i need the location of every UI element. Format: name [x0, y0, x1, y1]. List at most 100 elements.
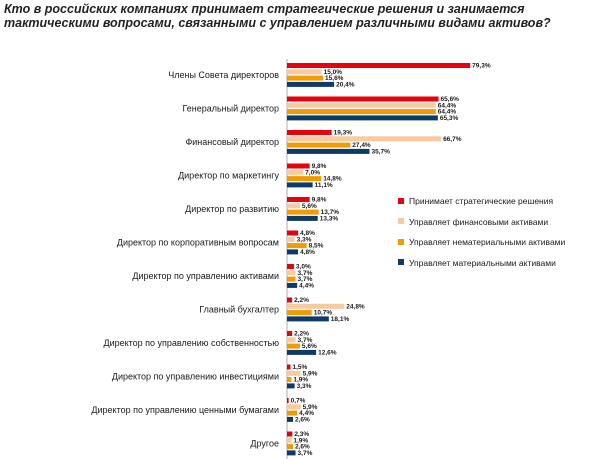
bar: [287, 398, 289, 403]
data-label: 4,4%: [299, 410, 314, 417]
data-label: 3,7%: [298, 270, 313, 277]
bar: [287, 370, 301, 376]
bar: [287, 416, 294, 422]
category-label: Директор по маркетингу: [178, 170, 279, 180]
data-label: 2,2%: [294, 331, 309, 338]
data-label: 3,7%: [298, 337, 313, 344]
data-label: 65,6%: [441, 96, 460, 103]
bar: [287, 209, 319, 215]
category-label: Генеральный директор: [182, 103, 279, 113]
data-label: 64,4%: [438, 109, 457, 116]
data-label: 3,3%: [297, 383, 312, 390]
bar: [287, 115, 438, 121]
bar: [287, 236, 295, 242]
bar: [287, 215, 318, 221]
data-label: 2,2%: [294, 297, 309, 304]
bar: [287, 243, 307, 249]
data-label: 11,1%: [315, 182, 333, 189]
data-label: 65,3%: [440, 115, 459, 122]
legend-swatch: [398, 259, 404, 266]
bar: [287, 109, 436, 115]
data-label: 9,8%: [312, 197, 327, 204]
data-label: 4,8%: [300, 249, 315, 256]
data-label: 18,1%: [331, 316, 350, 323]
legend-swatch: [398, 218, 404, 225]
bar: [287, 410, 298, 416]
bar: [287, 282, 298, 288]
data-label: 0,7%: [291, 398, 306, 405]
data-label: 15,0%: [324, 69, 343, 76]
data-label: 8,5%: [309, 243, 324, 250]
data-label: 3,0%: [296, 264, 311, 271]
category-label: Другое: [250, 438, 279, 448]
data-label: 35,7%: [371, 148, 390, 155]
data-label: 5,6%: [302, 203, 317, 210]
bar: [287, 343, 300, 349]
data-label: 4,4%: [299, 282, 314, 289]
bar: [287, 142, 351, 148]
data-label: 12,6%: [318, 349, 337, 356]
bar: [287, 331, 293, 336]
data-label: 4,8%: [300, 230, 315, 237]
legend-label: Управляет нематериальными активами: [409, 237, 566, 247]
data-label: 2,3%: [294, 431, 309, 438]
bar: [287, 316, 329, 322]
bar: [287, 197, 310, 202]
bar: [287, 96, 439, 102]
data-label: 5,9%: [303, 370, 318, 377]
legend-swatch: [398, 238, 404, 245]
category-label: Директор по управлению инвестициями: [112, 371, 279, 381]
category-label: Директор по управлению активами: [132, 271, 279, 281]
data-label: 3,7%: [298, 276, 313, 283]
bar: [287, 249, 299, 255]
bar: [287, 81, 335, 87]
legend-label: Принимает стратегические решения: [409, 196, 554, 206]
category-label: Директор по корпоративным вопросам: [117, 237, 279, 247]
bar: [287, 148, 370, 154]
data-label: 5,6%: [302, 343, 317, 350]
data-label: 1,9%: [293, 377, 308, 384]
bar: [287, 364, 291, 370]
bar: [287, 349, 317, 355]
bar: [287, 130, 332, 135]
legend-swatch: [398, 197, 404, 204]
bar: [287, 69, 322, 75]
bar: [287, 431, 293, 437]
data-label: 64,4%: [438, 102, 457, 109]
bar: [287, 102, 436, 108]
bar: [287, 136, 442, 142]
category-label: Члены Совета директоров: [168, 70, 279, 80]
bar: [287, 176, 322, 182]
bar: [287, 264, 294, 269]
legend-label: Управляет материальными активами: [409, 257, 556, 268]
bar: [287, 450, 296, 456]
data-label: 3,3%: [297, 236, 312, 243]
chart-title: Кто в российских компаниях принимает стр…: [4, 2, 551, 30]
bar: [287, 444, 294, 450]
legend-item: Управляет материальными активами: [398, 258, 556, 268]
data-label: 20,4%: [336, 81, 355, 88]
bar: [287, 437, 292, 443]
data-label: 2,6%: [295, 444, 310, 451]
legend-label: Управляет финансовыми активами: [409, 216, 549, 227]
data-label: 15,6%: [325, 75, 344, 82]
bar: [287, 404, 301, 410]
bar: [287, 383, 295, 389]
category-label: Директор по развитию: [185, 204, 279, 214]
legend-item: Принимает стратегические решения: [398, 196, 553, 206]
bar: [287, 63, 471, 68]
bar: [287, 303, 345, 309]
bar: [287, 75, 324, 81]
bar: [287, 169, 304, 175]
data-label: 24,8%: [346, 303, 365, 310]
bar: [287, 230, 299, 236]
data-label: 14,8%: [323, 176, 342, 183]
bar: [287, 377, 292, 383]
data-label: 2,6%: [295, 416, 310, 423]
data-label: 3,7%: [298, 450, 313, 457]
bar: [287, 276, 296, 282]
data-label: 13,3%: [320, 215, 339, 222]
data-label: 10,7%: [314, 310, 333, 317]
bar: [287, 182, 313, 188]
data-label: 1,9%: [293, 437, 308, 444]
